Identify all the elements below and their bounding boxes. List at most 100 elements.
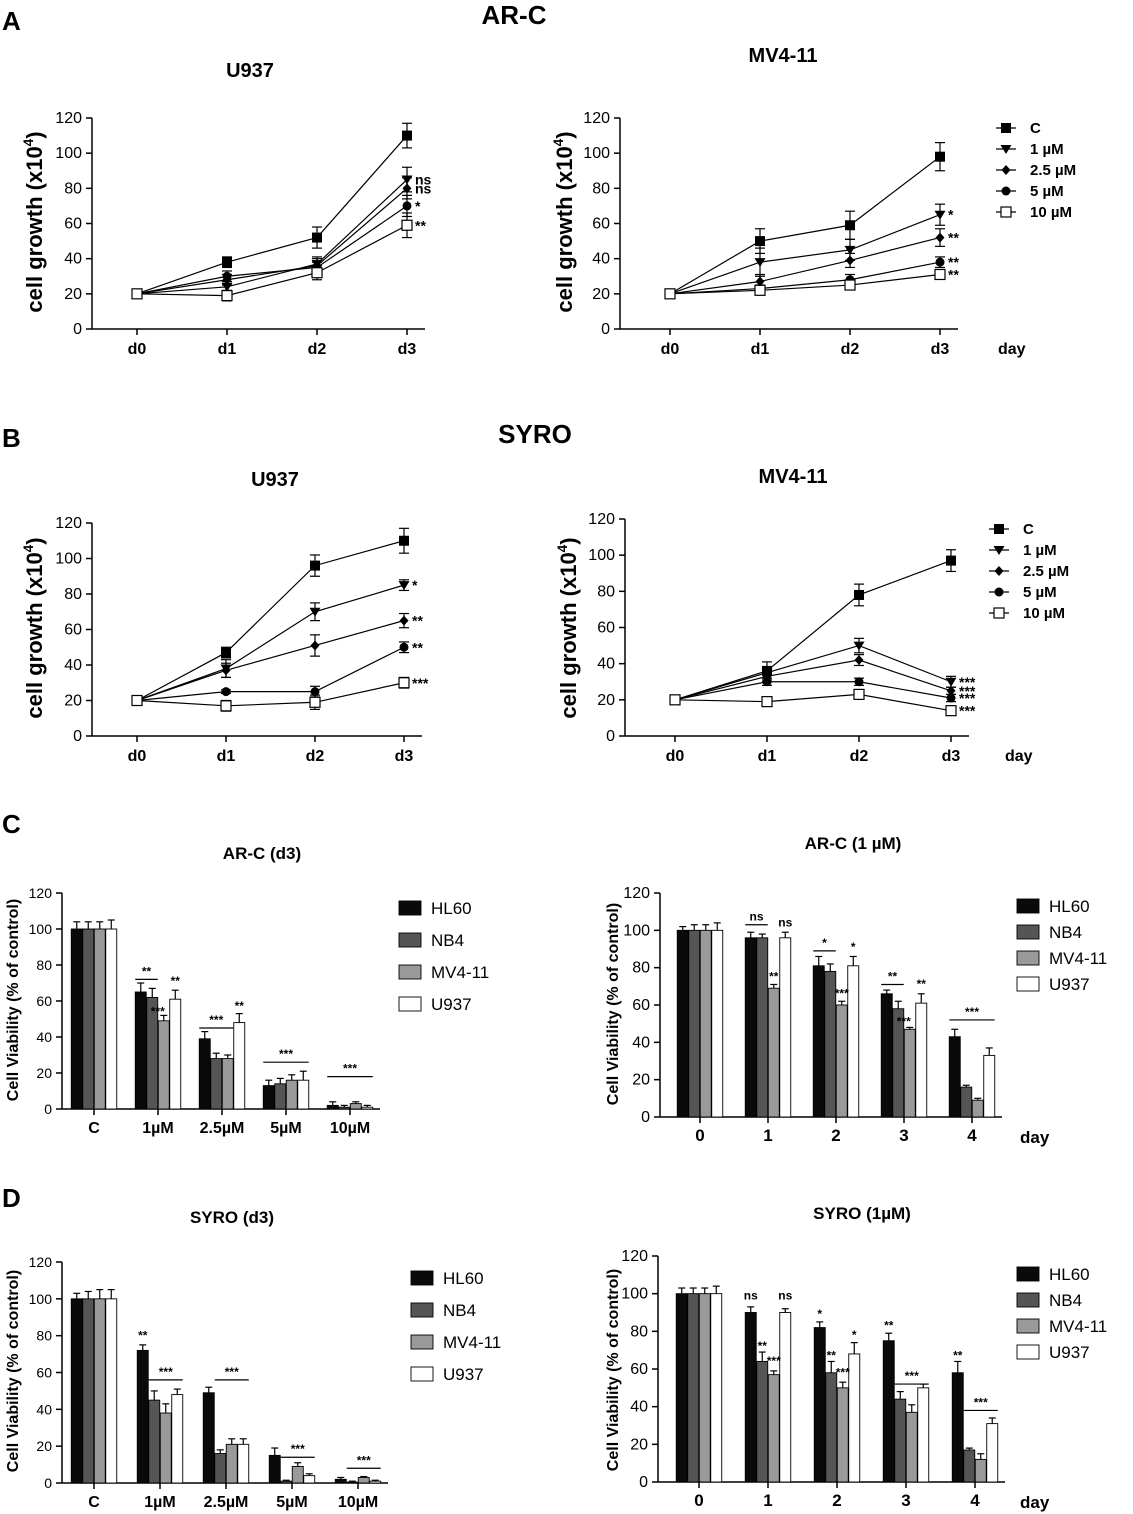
series-line bbox=[669, 214, 941, 295]
series-2-5-m: ** bbox=[665, 228, 959, 299]
legend-swatch bbox=[410, 1366, 434, 1382]
significance-label: ** bbox=[827, 1349, 837, 1363]
annotation: ** bbox=[135, 964, 158, 981]
significance-label: *** bbox=[897, 1015, 911, 1029]
annotation: *** bbox=[151, 1004, 165, 1018]
x-tick-label: 2 bbox=[832, 1491, 841, 1510]
y-tick-label: 120 bbox=[55, 515, 82, 532]
legend-swatch bbox=[1016, 1318, 1040, 1334]
bar bbox=[882, 1340, 895, 1483]
legend-item-mv4-11: MV4-11 bbox=[398, 963, 489, 982]
legend-swatch bbox=[410, 1270, 434, 1286]
bar bbox=[70, 1298, 83, 1484]
annotation: *** bbox=[949, 1005, 995, 1021]
y-tick-label: 20 bbox=[64, 286, 82, 303]
significance-label: ** bbox=[917, 977, 927, 991]
x-tick-label: 10µM bbox=[330, 1120, 370, 1137]
bar bbox=[960, 1086, 973, 1118]
y-tick-label: 80 bbox=[597, 583, 615, 600]
series-1-m: ns bbox=[131, 166, 432, 299]
legend-label: U937 bbox=[431, 995, 472, 1014]
data-point bbox=[845, 220, 855, 231]
legend-label: 10 µM bbox=[1030, 204, 1072, 221]
x-tick-label: d0 bbox=[661, 341, 680, 358]
bar bbox=[134, 991, 147, 1110]
legend-label: HL60 bbox=[443, 1269, 484, 1288]
series-u937 bbox=[105, 1289, 382, 1484]
legend-swatch bbox=[1016, 1292, 1040, 1308]
chart-title: U937 bbox=[226, 60, 274, 82]
data-point bbox=[853, 688, 865, 701]
data-point bbox=[946, 685, 956, 696]
significance-label: *** bbox=[357, 1453, 371, 1467]
data-point bbox=[222, 271, 232, 281]
series-line bbox=[674, 693, 952, 712]
y-tick-label: 100 bbox=[29, 921, 53, 937]
bar bbox=[280, 1480, 293, 1484]
series-10-m: *** bbox=[669, 688, 976, 719]
series-nb4 bbox=[687, 1287, 976, 1483]
legend-label: U937 bbox=[443, 1365, 484, 1384]
data-point bbox=[854, 655, 864, 666]
x-tick-label: C bbox=[88, 1120, 100, 1137]
bar bbox=[221, 1058, 234, 1110]
significance-label: *** bbox=[291, 1442, 305, 1456]
y-tick-label: 60 bbox=[632, 997, 650, 1014]
series-line bbox=[136, 179, 408, 295]
y-axis-label-text: cell growth (x10 bbox=[552, 146, 577, 312]
significance-label: *** bbox=[209, 1013, 223, 1027]
legend-item-c: C bbox=[989, 521, 1034, 538]
legend-label: C bbox=[1023, 521, 1034, 538]
chart-a-u937: U937 cell growth (x104) 0 20 40 60 80 100 120 d0 d… bbox=[21, 60, 432, 358]
y-axis-label: Cell Viability (% of control) bbox=[5, 899, 22, 1101]
legend-label: MV4-11 bbox=[443, 1333, 501, 1352]
data-point bbox=[309, 607, 321, 617]
y-tick-label: 100 bbox=[588, 547, 615, 564]
legend-swatch bbox=[410, 1334, 434, 1350]
bar bbox=[357, 1477, 370, 1484]
bar bbox=[699, 929, 712, 1118]
y-tick-label: 60 bbox=[64, 216, 82, 233]
legend-marker bbox=[1001, 186, 1011, 196]
series-line bbox=[136, 620, 405, 702]
y-tick-label: 0 bbox=[73, 321, 82, 338]
series-mv4-11 bbox=[93, 921, 362, 1110]
x-tick-label: 5µM bbox=[270, 1120, 301, 1137]
legend-item-hl60: HL60 bbox=[410, 1269, 484, 1288]
annotation: ns bbox=[778, 916, 792, 930]
y-tick-label: 20 bbox=[36, 1438, 52, 1454]
data-point bbox=[935, 257, 945, 267]
legend-marker bbox=[994, 524, 1004, 534]
legend: HL60 NB4 MV4-11 U937 bbox=[398, 899, 489, 1014]
legend-item-5-m: 5 µM bbox=[989, 584, 1057, 601]
significance-label: ** bbox=[415, 217, 426, 233]
y-tick-label: 0 bbox=[44, 1475, 52, 1491]
legend-marker bbox=[993, 607, 1005, 619]
series-hl60 bbox=[675, 1287, 964, 1483]
x-tick-label: 3 bbox=[901, 1491, 910, 1510]
y-tick-label: 100 bbox=[55, 145, 82, 162]
data-point bbox=[220, 700, 232, 712]
annotation: ** bbox=[138, 1328, 148, 1342]
x-axis-label: day bbox=[1005, 748, 1033, 765]
annotation: ns bbox=[744, 1288, 758, 1302]
y-tick-label: 80 bbox=[64, 180, 82, 197]
chart-title: SYRO (1µM) bbox=[813, 1204, 911, 1223]
x-tick-label: d2 bbox=[308, 341, 327, 358]
y-axis-label: Cell Viability (% of control) bbox=[605, 1269, 622, 1471]
significance-label: *** bbox=[151, 1004, 165, 1018]
data-point bbox=[946, 555, 956, 566]
data-point bbox=[221, 647, 231, 658]
bar bbox=[983, 1054, 996, 1118]
annotation: *** bbox=[214, 1365, 249, 1381]
y-tick-label: 40 bbox=[597, 656, 615, 673]
significance-label: ** bbox=[769, 970, 779, 984]
legend-label: U937 bbox=[1049, 975, 1090, 994]
data-point bbox=[310, 560, 320, 571]
bar bbox=[70, 928, 83, 1110]
annotation: ** bbox=[827, 1349, 837, 1363]
legend-swatch bbox=[398, 900, 422, 916]
significance-label: *** bbox=[974, 1395, 988, 1409]
series-line bbox=[669, 156, 941, 295]
y-axis-label-superscript: 4 bbox=[21, 544, 36, 552]
